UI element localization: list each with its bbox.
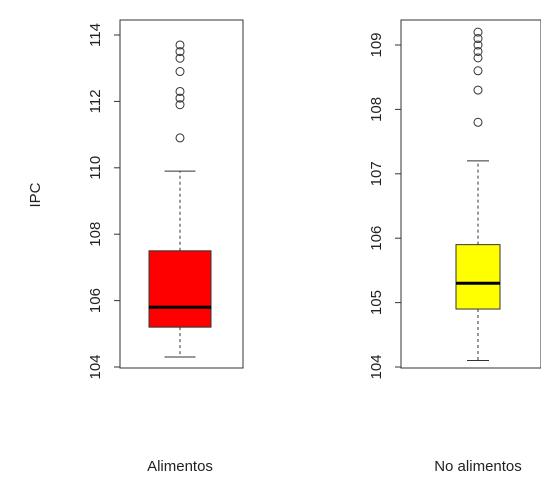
- iqr-box: [148, 250, 212, 328]
- outlier-point: [473, 53, 483, 63]
- y-tick-label: 110: [87, 156, 104, 180]
- y-tick-label: 104: [87, 354, 104, 379]
- outlier-point: [473, 85, 483, 95]
- outlier-point: [473, 40, 483, 50]
- panel-alimentos: IPC Alimentos 104 106 108 110 112 114: [27, 19, 244, 475]
- outlier-point: [473, 34, 483, 44]
- plot-frame: [119, 19, 244, 369]
- outlier-point: [175, 47, 185, 57]
- outlier-point: [473, 66, 483, 76]
- outlier-point: [473, 46, 483, 56]
- y-tick-label: 106: [87, 288, 104, 313]
- y-tick-label: 106: [368, 226, 385, 251]
- outlier-point: [175, 86, 185, 96]
- outlier-point: [175, 133, 185, 143]
- outlier-point: [473, 27, 483, 37]
- outlier-point: [175, 100, 185, 110]
- panel-no-alimentos: No alimentos 104 105 106 107 108 109: [368, 19, 541, 475]
- y-tick-label: 109: [368, 32, 385, 57]
- y-tick-label: 104: [368, 354, 385, 379]
- outlier-point: [175, 67, 185, 77]
- y-tick-label: 105: [368, 290, 385, 315]
- y-tick-label: 107: [368, 161, 385, 186]
- outlier-point: [473, 117, 483, 127]
- outlier-point: [175, 53, 185, 63]
- outlier-point: [175, 40, 185, 50]
- y-axis-title: IPC: [27, 182, 44, 207]
- y-tick-label: 108: [368, 97, 385, 122]
- y-tick-label: 112: [87, 89, 104, 113]
- iqr-box: [455, 244, 501, 310]
- category-label: Alimentos: [147, 458, 213, 475]
- plot-frame: [400, 19, 541, 369]
- y-tick-label: 114: [87, 23, 104, 47]
- y-tick-label: 108: [87, 222, 104, 247]
- category-label: No alimentos: [434, 458, 522, 475]
- outlier-point: [175, 93, 185, 103]
